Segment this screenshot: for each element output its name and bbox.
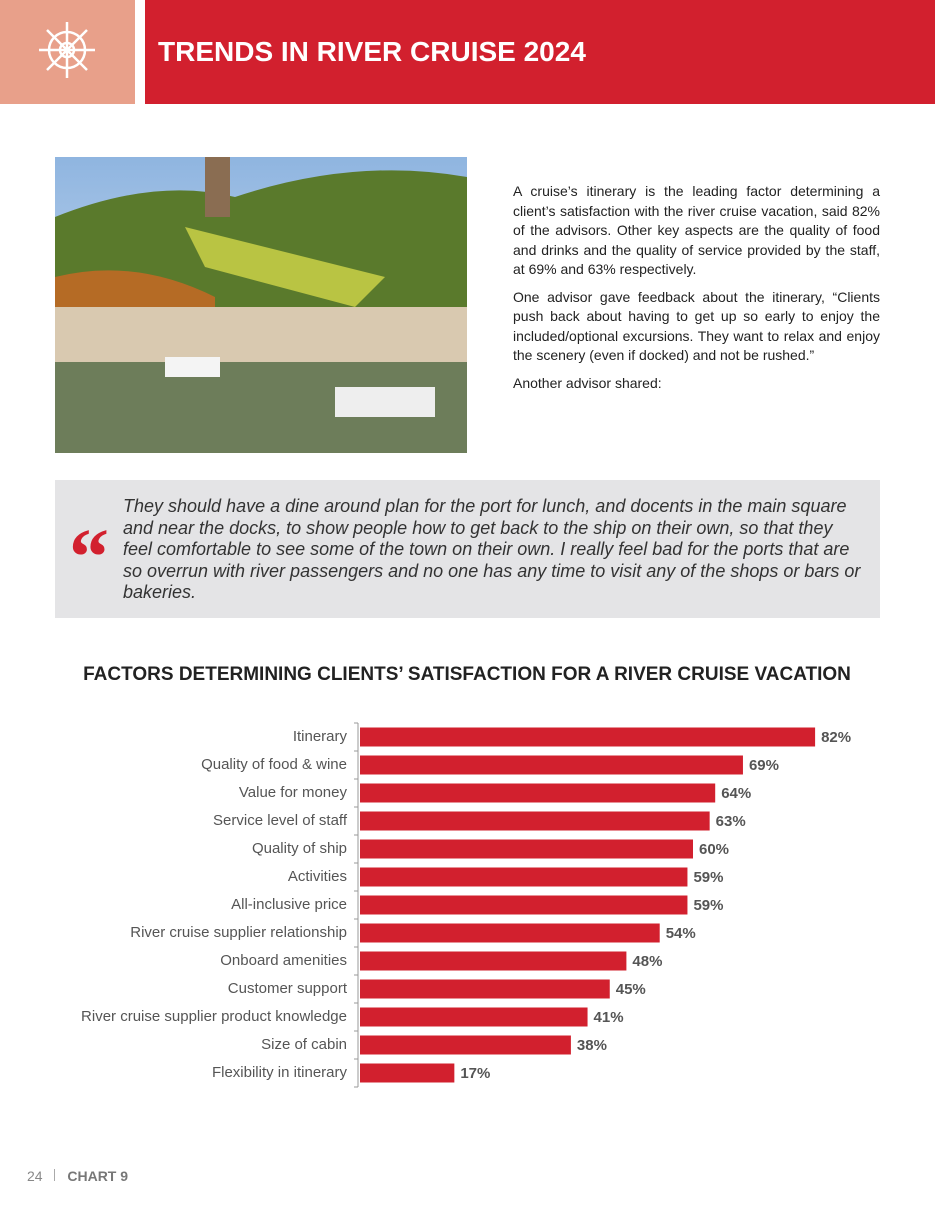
photo: [55, 157, 467, 453]
paragraph: Another advisor shared:: [513, 374, 662, 391]
category-label: River cruise supplier relationship: [130, 924, 347, 941]
header-title: TRENDS IN RIVER CRUISE 2024: [158, 36, 586, 67]
value-label: 59%: [693, 897, 723, 914]
category-label: Value for money: [239, 784, 348, 801]
value-label: 48%: [632, 953, 662, 970]
header-band: [145, 0, 935, 104]
bar: [360, 1035, 571, 1055]
value-label: 63%: [716, 813, 746, 830]
value-label: 64%: [721, 785, 751, 802]
category-label: Onboard amenities: [220, 952, 347, 969]
bar: [360, 979, 610, 999]
category-label: Size of cabin: [261, 1036, 347, 1053]
category-label: Quality of ship: [252, 840, 347, 857]
category-label: Service level of staff: [213, 812, 348, 829]
value-label: 45%: [616, 981, 646, 998]
header-badge: [0, 0, 135, 104]
category-label: Flexibility in itinerary: [212, 1064, 348, 1081]
category-label: Activities: [288, 868, 347, 885]
bar: [360, 1007, 588, 1027]
category-label: Itinerary: [293, 728, 348, 745]
bar: [360, 727, 816, 747]
bar: [360, 755, 743, 775]
bar: [360, 839, 693, 859]
paragraph: One advisor gave feedback about the itin…: [513, 288, 880, 364]
bar: [360, 867, 688, 887]
helm-icon: [39, 22, 95, 78]
value-label: 69%: [749, 757, 779, 774]
bar: [360, 923, 660, 943]
value-label: 38%: [577, 1037, 607, 1054]
page-number: 24: [27, 1168, 43, 1184]
quote-mark: “: [69, 514, 109, 602]
bar: [360, 895, 688, 915]
category-label: Customer support: [228, 980, 348, 997]
value-label: 54%: [666, 925, 696, 942]
bar: [360, 951, 627, 971]
bar: [360, 1063, 455, 1083]
separator: [54, 1169, 56, 1181]
category-label: All-inclusive price: [231, 896, 347, 913]
category-label: Quality of food & wine: [201, 756, 347, 773]
quote-text: They should have a dine around plan for …: [123, 496, 861, 602]
category-label: River cruise supplier product knowledge: [81, 1008, 347, 1025]
body-text: A cruise’s itinerary is the leading fact…: [513, 182, 880, 401]
value-label: 59%: [693, 869, 723, 886]
chart-title: FACTORS DETERMINING CLIENTS’ SATISFACTIO…: [83, 664, 851, 685]
chart-label: CHART 9: [67, 1168, 129, 1184]
bar: [360, 811, 710, 831]
paragraph: A cruise’s itinerary is the leading fact…: [513, 183, 880, 277]
bar: [360, 783, 716, 803]
quote-box: “ They should have a dine around plan fo…: [55, 480, 880, 618]
footer: 24 CHART 9: [27, 1168, 128, 1184]
value-label: 60%: [699, 841, 729, 858]
value-label: 41%: [594, 1009, 624, 1026]
chart: FACTORS DETERMINING CLIENTS’ SATISFACTIO…: [81, 664, 851, 1088]
value-label: 17%: [460, 1065, 490, 1082]
value-label: 82%: [821, 729, 851, 746]
